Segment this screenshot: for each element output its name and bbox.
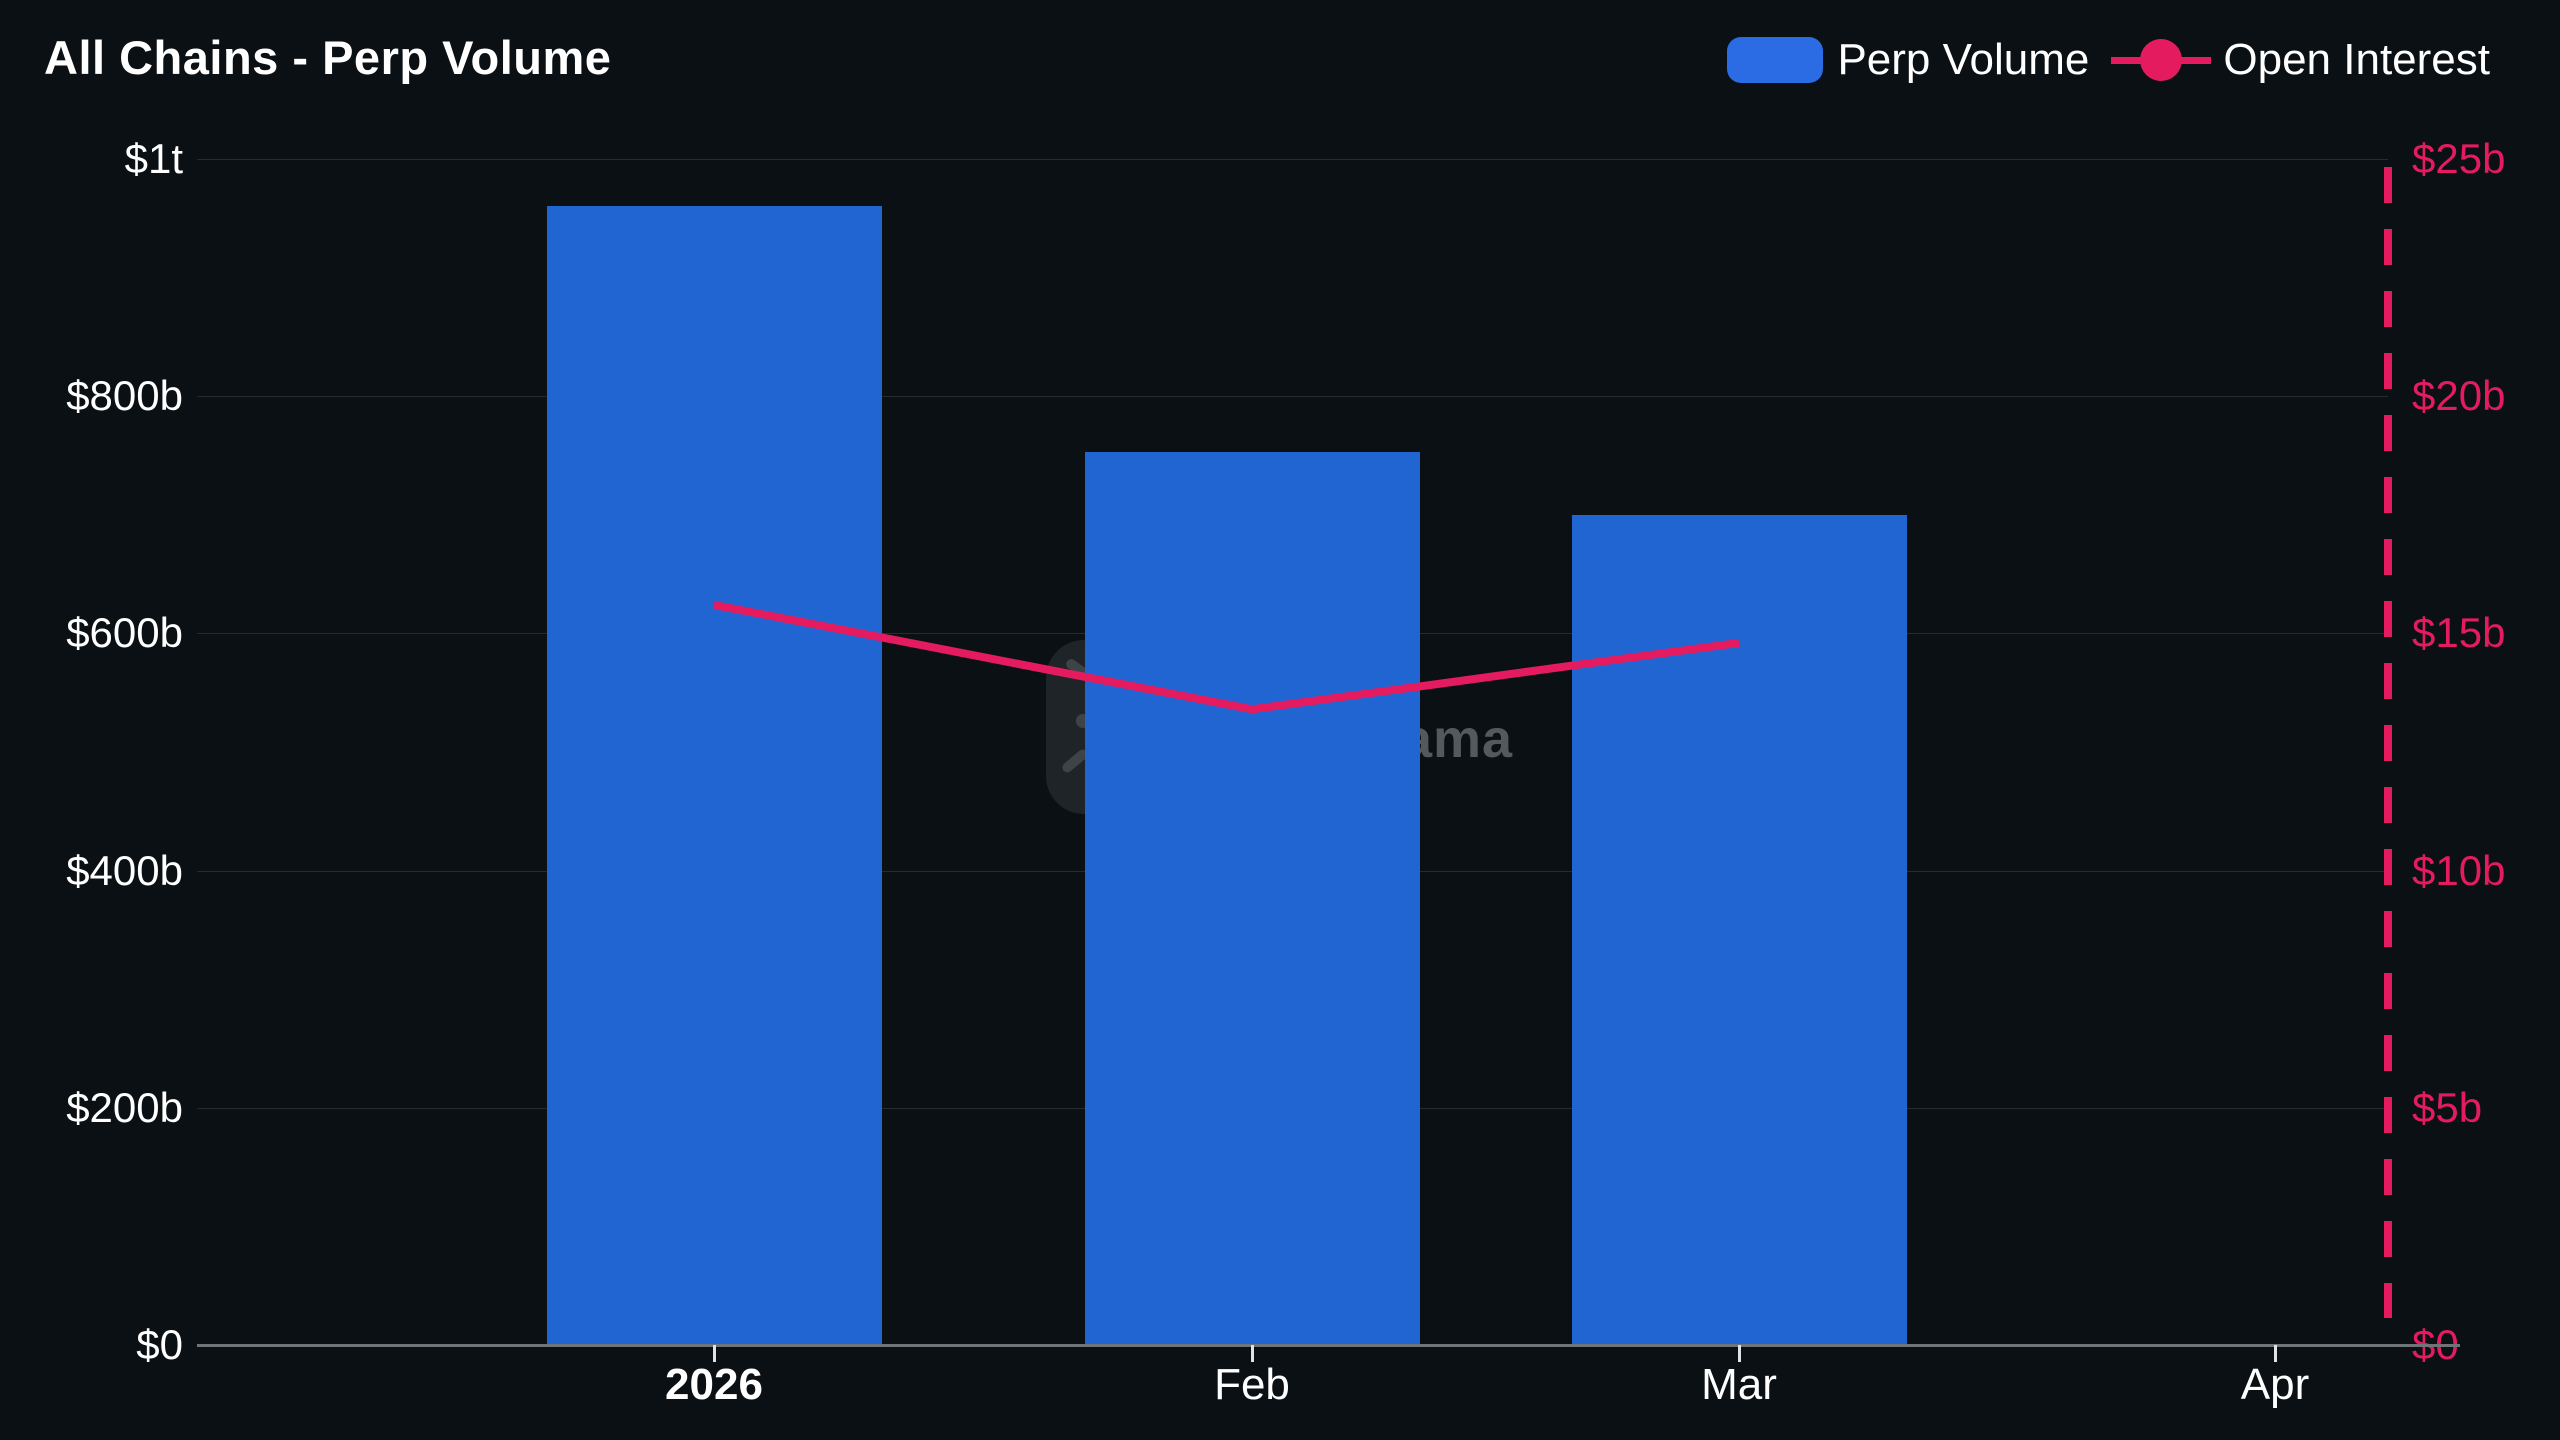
legend-label-perp-volume: Perp Volume: [1837, 35, 2090, 84]
perp-volume-bar[interactable]: [1571, 514, 1907, 1345]
x-axis-tick: [712, 1345, 716, 1362]
legend-item-open-interest[interactable]: Open Interest: [2111, 35, 2490, 85]
perp-volume-swatch-icon: [1727, 37, 1824, 83]
legend-item-perp-volume[interactable]: Perp Volume: [1727, 35, 2089, 85]
left-axis-tick-label: $400b: [66, 846, 183, 894]
right-axis-tick-label: $10b: [2412, 846, 2506, 894]
x-axis-label: Apr: [2240, 1360, 2310, 1409]
legend: Perp Volume Open Interest: [1727, 30, 2490, 90]
x-axis-line: [197, 1344, 2460, 1347]
right-axis-tick-label: $25b: [2412, 135, 2506, 182]
gridline: [197, 396, 2388, 398]
chart-title: All Chains - Perp Volume: [44, 31, 612, 84]
perp-volume-bar[interactable]: [1084, 451, 1420, 1345]
x-axis-label: Feb: [1214, 1360, 1290, 1409]
right-axis-tick-label: $15b: [2412, 609, 2506, 657]
x-axis-tick: [2273, 1345, 2277, 1362]
open-interest-line-dot-icon: [2111, 37, 2212, 83]
left-axis-tick-label: $200b: [66, 1083, 183, 1131]
x-axis-label: Mar: [1701, 1360, 1777, 1409]
x-axis-tick: [1250, 1345, 1254, 1362]
perp-volume-bar[interactable]: [546, 206, 882, 1345]
x-axis-label: 2026: [665, 1360, 763, 1409]
right-axis-tick-label: $20b: [2412, 372, 2506, 420]
right-axis-tick-label: $5b: [2412, 1083, 2483, 1131]
left-axis-tick-label: $1t: [124, 135, 183, 182]
left-axis-tick-label: $600b: [66, 609, 183, 657]
left-axis-tick-label: $800b: [66, 372, 183, 420]
x-axis-tick: [1737, 1345, 1741, 1362]
legend-label-open-interest: Open Interest: [2223, 35, 2490, 84]
left-axis-tick-label: $0: [136, 1321, 183, 1368]
gridline: [197, 159, 2388, 160]
